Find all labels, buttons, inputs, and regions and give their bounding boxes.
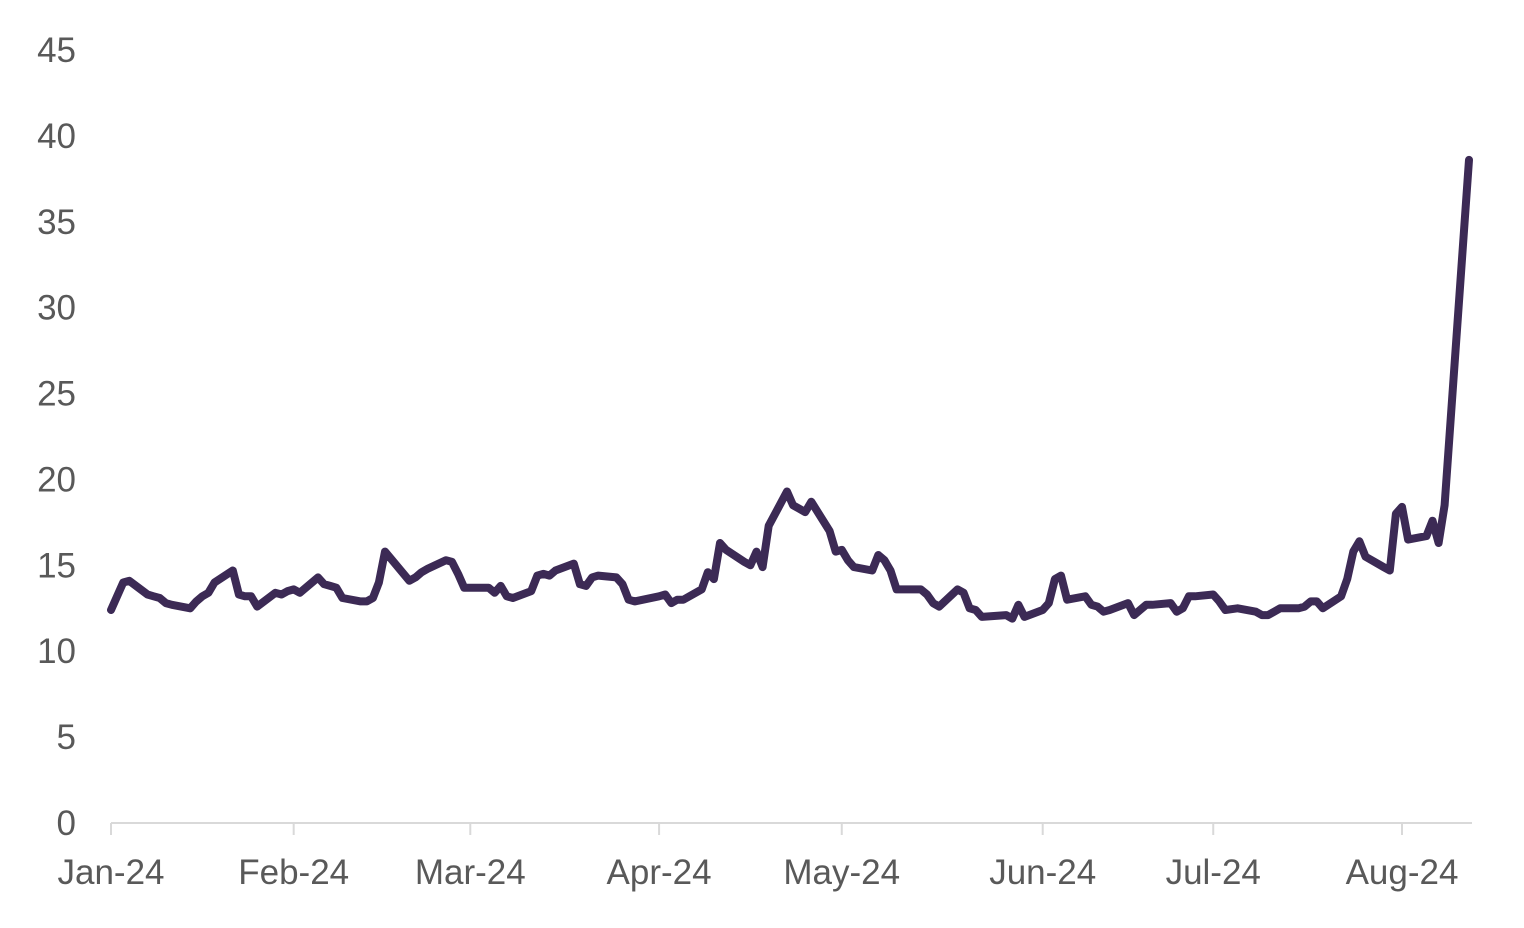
series-line (107, 155, 1473, 623)
x-axis: Jan-24 Feb-24 Mar-24 Apr-24 May-24 Jun-24 Jul-… (57, 822, 1472, 892)
x-tick-label: May-24 (783, 853, 900, 892)
x-tick-label: Aug-24 (1346, 853, 1459, 892)
y-tick-label: 40 (37, 117, 76, 156)
x-tick-label: Jul-24 (1166, 853, 1261, 892)
y-tick-label: 25 (37, 375, 76, 414)
x-tick-label: Apr-24 (607, 853, 712, 892)
x-tick-label: Jun-24 (989, 853, 1096, 892)
y-tick-label: 20 (37, 460, 76, 499)
y-tick-label: 15 (37, 546, 76, 585)
y-tick-label: 0 (57, 804, 76, 843)
plot-area (107, 155, 1473, 623)
y-tick-label: 35 (37, 203, 76, 242)
x-tick-label: Mar-24 (415, 853, 526, 892)
y-tick-label: 45 (37, 31, 76, 70)
y-tick-label: 10 (37, 632, 76, 671)
y-tick-label: 30 (37, 289, 76, 328)
y-axis: 0 5 10 15 20 25 30 35 40 45 (37, 31, 76, 843)
y-tick-label: 5 (57, 718, 76, 757)
x-tick-label: Jan-24 (57, 853, 164, 892)
x-tick-label: Feb-24 (238, 853, 349, 892)
